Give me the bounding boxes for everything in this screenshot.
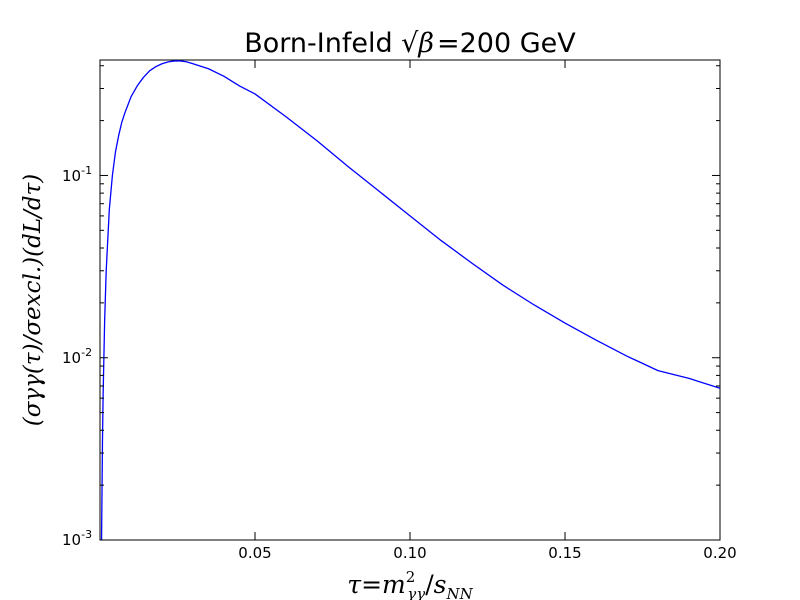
x-tick-labels: 0.05 0.10 0.15 0.20: [238, 544, 736, 562]
xlabel-m: m: [382, 570, 406, 599]
x-tick-label: 0.10: [393, 544, 426, 562]
title-suffix: GeV: [511, 28, 576, 59]
title-prefix: Born-Infeld: [244, 28, 401, 59]
plot-frame: [99, 59, 721, 541]
title-value: 200: [460, 28, 512, 59]
xlabel-s: s: [434, 570, 447, 599]
title-beta: β: [417, 28, 434, 59]
title-equals: =: [437, 28, 460, 59]
xlabel-sub-nn: NN: [446, 585, 474, 600]
xlabel-slash: /: [425, 570, 434, 599]
axis-ticks: [100, 60, 720, 541]
x-tick-label: 0.15: [548, 544, 581, 562]
y-tick-labels: 10-1 10-2 10-3: [62, 164, 92, 549]
y-axis-label: (σγγ(τ)/σexcl.)(dL/dτ): [20, 174, 46, 427]
xlabel-tau: τ: [347, 570, 362, 599]
y-tick-label: 10-3: [62, 528, 92, 549]
x-axis-label: τ=m2 γγ/sNN: [347, 568, 473, 600]
series-line: [100, 60, 721, 541]
x-tick-label: 0.20: [703, 544, 736, 562]
chart-title: Born-Infeld √β =200 GeV: [244, 28, 576, 59]
xlabel-equals: =: [361, 570, 382, 599]
xlabel-sup: 2: [406, 568, 416, 586]
y-tick-label: 10-1: [62, 164, 92, 185]
title-sqrt-sign: √: [401, 28, 419, 59]
x-tick-label: 0.05: [238, 544, 271, 562]
xlabel-sub-gg: γγ: [407, 585, 425, 600]
plot-area: [100, 60, 721, 541]
y-tick-label: 10-2: [62, 346, 92, 367]
